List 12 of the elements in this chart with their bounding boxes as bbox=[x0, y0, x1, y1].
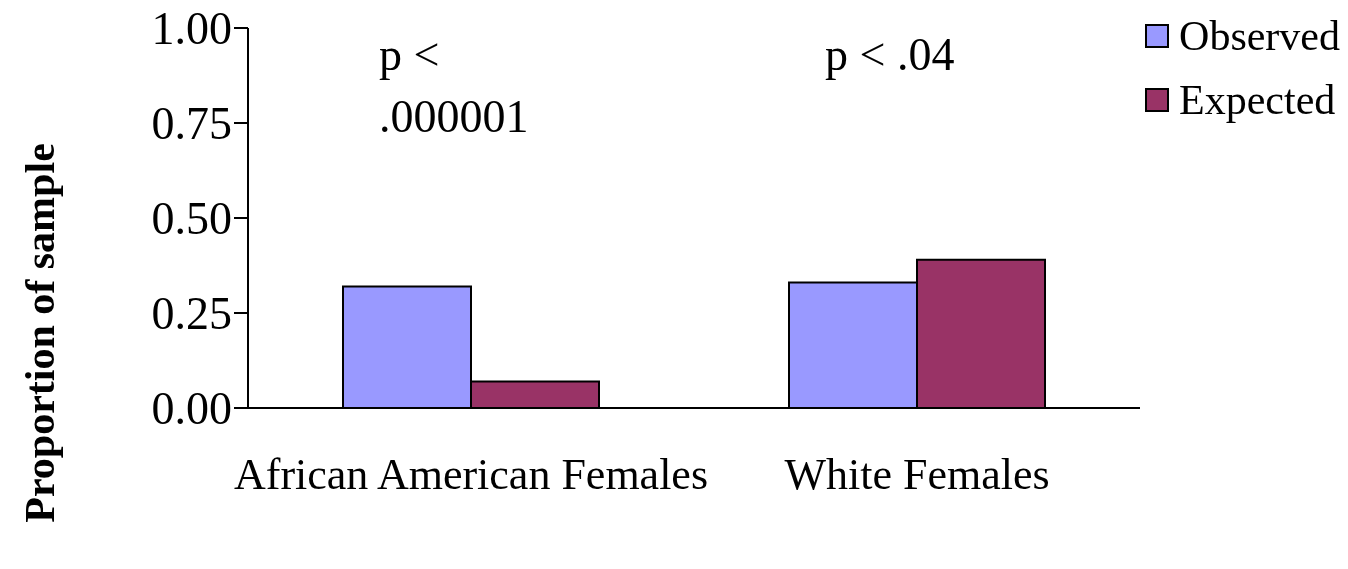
annotation: p < .000001 bbox=[379, 28, 530, 144]
legend-label: Observed bbox=[1179, 12, 1340, 60]
x-tick-label: African American Females bbox=[233, 450, 709, 500]
legend-label: Expected bbox=[1179, 76, 1336, 124]
y-tick-label: 0.75 bbox=[151, 98, 232, 150]
y-axis-title: Proportion of sample bbox=[16, 143, 63, 523]
annotation: p < .04 bbox=[825, 28, 956, 82]
y-tick-label: 0.25 bbox=[151, 288, 232, 340]
x-tick-label: White Females bbox=[784, 450, 1050, 500]
y-tick-label: 0.50 bbox=[151, 193, 232, 245]
y-tick-label: 1.00 bbox=[151, 3, 232, 55]
y-tick-label: 0.00 bbox=[151, 383, 232, 435]
